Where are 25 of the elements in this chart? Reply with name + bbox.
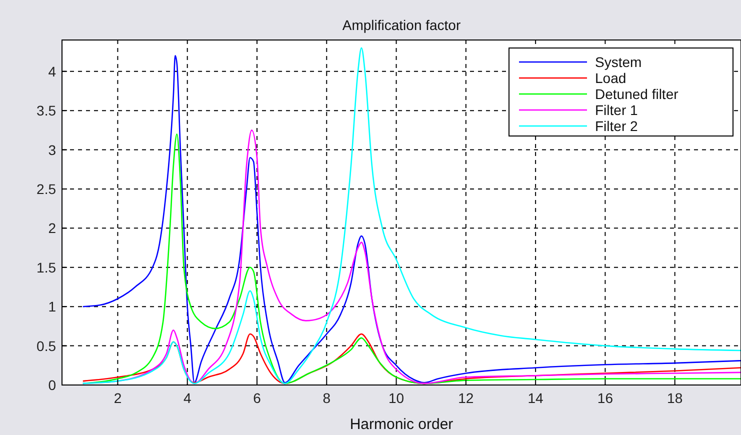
y-tick-label: 2.5	[36, 180, 56, 197]
x-tick-label: 10	[388, 390, 404, 406]
x-tick-label: 6	[253, 390, 262, 406]
legend-label: System	[595, 54, 642, 70]
x-tick-label: 18	[667, 390, 683, 406]
x-tick-label: 4	[183, 390, 192, 406]
x-tick-label: 14	[528, 390, 544, 406]
x-tick-label: 8	[322, 390, 331, 406]
legend-label: Load	[595, 70, 626, 86]
y-tick-label: 0	[48, 377, 56, 393]
y-tick-label: 0.5	[36, 338, 56, 354]
y-tick-label: 1.5	[36, 259, 56, 276]
legend-label: Detuned filter	[595, 86, 679, 102]
x-axis-title: Harmonic order	[350, 416, 454, 433]
x-tick-label: 2	[114, 390, 122, 406]
chart-title: Amplification factor	[342, 17, 461, 33]
legend-label: Filter 2	[595, 118, 638, 134]
legend-label: Filter 1	[595, 102, 638, 118]
y-tick-label: 3.5	[36, 102, 56, 119]
x-tick-label: 16	[597, 390, 614, 406]
y-tick-label: 3	[48, 142, 56, 158]
x-tick-label: 12	[458, 390, 474, 406]
y-tick-label: 4	[48, 63, 56, 80]
y-tick-label: 2	[48, 220, 56, 236]
y-tick-label: 1	[48, 298, 56, 315]
